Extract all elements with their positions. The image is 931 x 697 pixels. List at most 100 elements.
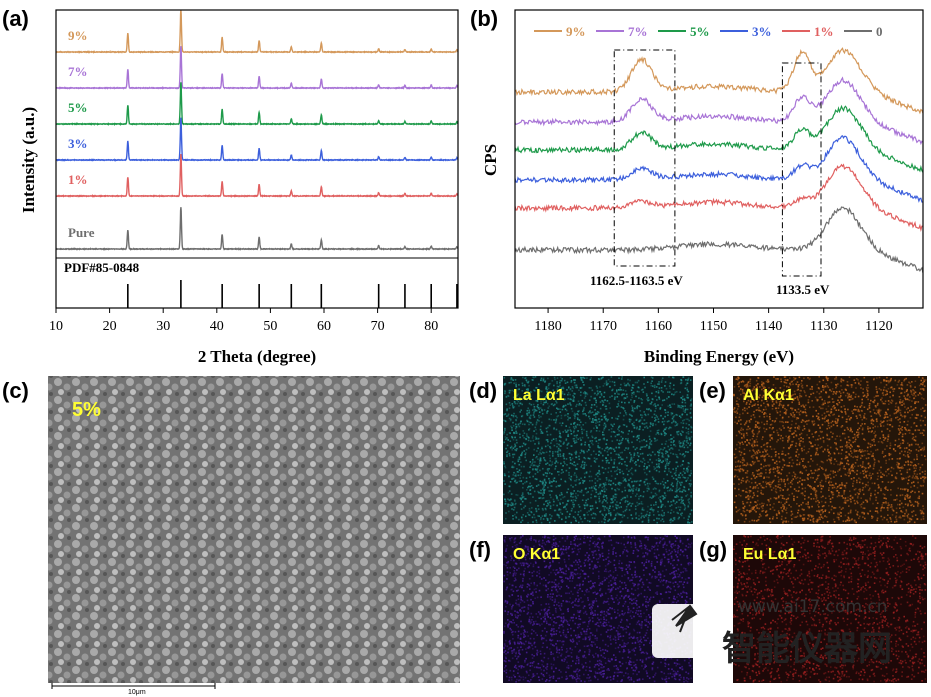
eds-signal-dot bbox=[840, 392, 842, 395]
eds-signal-dot bbox=[838, 390, 841, 393]
eds-signal-dot bbox=[872, 516, 874, 518]
eds-signal-dot bbox=[536, 468, 539, 470]
eds-signal-dot bbox=[863, 376, 866, 379]
eds-signal-dot bbox=[535, 509, 538, 511]
eds-signal-dot bbox=[551, 403, 553, 405]
eds-signal-dot bbox=[746, 383, 749, 385]
eds-signal-dot bbox=[581, 377, 583, 379]
eds-signal-dot bbox=[535, 478, 538, 481]
eds-signal-dot bbox=[595, 495, 598, 498]
eds-signal-dot bbox=[555, 428, 558, 431]
eds-signal-dot bbox=[882, 436, 885, 438]
eds-signal-dot bbox=[818, 392, 821, 395]
eds-signal-dot bbox=[522, 430, 525, 432]
eds-signal-dot bbox=[575, 425, 577, 428]
eds-signal-dot bbox=[787, 439, 789, 442]
eds-signal-dot bbox=[628, 384, 630, 386]
eds-signal-dot bbox=[661, 377, 664, 379]
eds-signal-dot bbox=[570, 380, 573, 382]
eds-signal-dot bbox=[768, 469, 771, 471]
eds-signal-dot bbox=[519, 399, 521, 401]
eds-signal-dot bbox=[867, 466, 870, 469]
eds-signal-dot bbox=[610, 498, 612, 500]
eds-signal-dot bbox=[833, 391, 835, 393]
eds-signal-dot bbox=[673, 444, 675, 446]
eds-signal-dot bbox=[653, 468, 656, 471]
eds-signal-dot bbox=[757, 431, 760, 434]
eds-signal-dot bbox=[776, 440, 778, 443]
eds-signal-dot bbox=[507, 414, 509, 417]
eds-signal-dot bbox=[669, 521, 672, 524]
eds-signal-dot bbox=[503, 474, 506, 477]
eds-signal-dot bbox=[672, 416, 675, 418]
eds-signal-dot bbox=[668, 385, 671, 387]
eds-signal-dot bbox=[647, 519, 650, 521]
eds-signal-dot bbox=[888, 403, 890, 405]
eds-signal-dot bbox=[873, 399, 876, 402]
eds-signal-dot bbox=[751, 519, 753, 522]
eds-signal-dot bbox=[791, 479, 793, 482]
xps-legend-label: 0 bbox=[876, 24, 883, 39]
eds-signal-dot bbox=[839, 464, 841, 466]
eds-signal-dot bbox=[751, 438, 754, 440]
eds-signal-dot bbox=[911, 503, 914, 506]
eds-signal-dot bbox=[526, 419, 528, 422]
eds-signal-dot bbox=[894, 379, 897, 382]
eds-signal-dot bbox=[507, 438, 509, 441]
eds-signal-dot bbox=[585, 499, 588, 502]
eds-signal-dot bbox=[807, 501, 809, 504]
eds-signal-dot bbox=[753, 386, 756, 388]
eds-signal-dot bbox=[883, 386, 886, 389]
eds-signal-dot bbox=[917, 414, 919, 416]
eds-signal-dot bbox=[605, 405, 607, 408]
eds-signal-dot bbox=[906, 398, 909, 400]
eds-signal-dot bbox=[873, 378, 875, 381]
eds-signal-dot bbox=[822, 403, 825, 406]
eds-signal-dot bbox=[643, 491, 645, 493]
eds-signal-dot bbox=[564, 408, 567, 411]
eds-signal-dot bbox=[733, 410, 736, 413]
eds-signal-dot bbox=[761, 385, 764, 387]
eds-signal-dot bbox=[513, 382, 515, 385]
eds-signal-dot bbox=[638, 420, 640, 423]
eds-signal-dot bbox=[612, 505, 614, 508]
eds-signal-dot bbox=[574, 415, 576, 418]
eds-signal-dot bbox=[603, 396, 605, 398]
eds-signal-dot bbox=[751, 454, 754, 457]
eds-signal-dot bbox=[923, 410, 925, 412]
eds-signal-dot bbox=[804, 487, 807, 489]
eds-signal-dot bbox=[648, 487, 650, 490]
eds-signal-dot bbox=[800, 440, 802, 442]
eds-signal-dot bbox=[545, 399, 547, 402]
eds-signal-dot bbox=[750, 510, 752, 512]
eds-signal-dot bbox=[667, 501, 669, 503]
eds-signal-dot bbox=[753, 509, 756, 512]
eds-signal-dot bbox=[763, 382, 765, 385]
eds-signal-dot bbox=[771, 428, 773, 430]
eds-signal-dot bbox=[763, 413, 765, 416]
eds-signal-dot bbox=[897, 381, 900, 383]
eds-signal-dot bbox=[575, 492, 577, 495]
eds-signal-dot bbox=[885, 501, 887, 503]
eds-signal-dot bbox=[919, 432, 922, 434]
eds-signal-dot bbox=[682, 489, 684, 491]
eds-signal-dot bbox=[670, 444, 672, 446]
eds-signal-dot bbox=[547, 387, 550, 390]
eds-signal-dot bbox=[788, 494, 791, 496]
eds-signal-dot bbox=[690, 425, 692, 428]
eds-signal-dot bbox=[733, 483, 735, 485]
eds-signal-dot bbox=[630, 472, 633, 475]
eds-signal-dot bbox=[828, 395, 830, 398]
eds-signal-dot bbox=[534, 473, 537, 475]
eds-signal-dot bbox=[789, 388, 792, 390]
eds-signal-dot bbox=[597, 411, 600, 414]
eds-signal-dot bbox=[870, 415, 873, 417]
eds-signal-dot bbox=[613, 450, 616, 452]
eds-signal-dot bbox=[657, 433, 660, 435]
eds-signal-dot bbox=[896, 458, 899, 460]
eds-signal-dot bbox=[828, 414, 830, 416]
eds-signal-dot bbox=[773, 403, 775, 405]
eds-signal-dot bbox=[592, 421, 595, 423]
eds-signal-dot bbox=[903, 518, 906, 521]
eds-signal-dot bbox=[783, 427, 785, 429]
